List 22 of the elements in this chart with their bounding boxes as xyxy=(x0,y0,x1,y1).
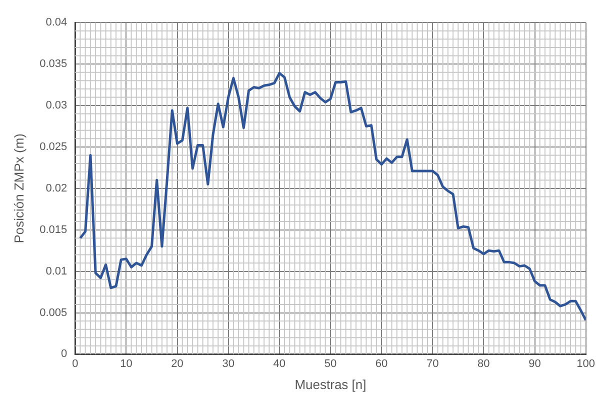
x-tick-label: 40 xyxy=(273,358,286,370)
y-tick-label: 0.04 xyxy=(46,16,68,29)
y-axis-title: Posición ZMPx (m) xyxy=(11,134,26,244)
x-tick-label: 0 xyxy=(72,358,78,370)
x-tick-label: 30 xyxy=(222,358,234,370)
y-tick-label: 0.01 xyxy=(46,265,68,278)
x-tick-label: 90 xyxy=(528,358,541,370)
y-tick-label: 0.03 xyxy=(46,100,68,112)
y-tick-label: 0.025 xyxy=(40,140,68,153)
y-tick-label: 0.035 xyxy=(40,58,68,70)
y-tick-label: 0.015 xyxy=(40,224,68,236)
x-tick-label: 80 xyxy=(478,358,490,370)
x-tick-label: 20 xyxy=(171,358,184,370)
x-tick-label: 10 xyxy=(120,358,132,370)
x-tick-label: 50 xyxy=(324,358,337,370)
y-tick-label: 0 xyxy=(61,348,68,360)
x-tick-label: 70 xyxy=(426,358,439,370)
y-tick-label: 0.005 xyxy=(40,306,68,319)
y-tick-label: 0.02 xyxy=(46,182,68,194)
x-axis-title: Muestras [n] xyxy=(294,376,366,392)
x-tick-label: 100 xyxy=(576,358,596,370)
x-tick-label: 60 xyxy=(375,358,388,370)
